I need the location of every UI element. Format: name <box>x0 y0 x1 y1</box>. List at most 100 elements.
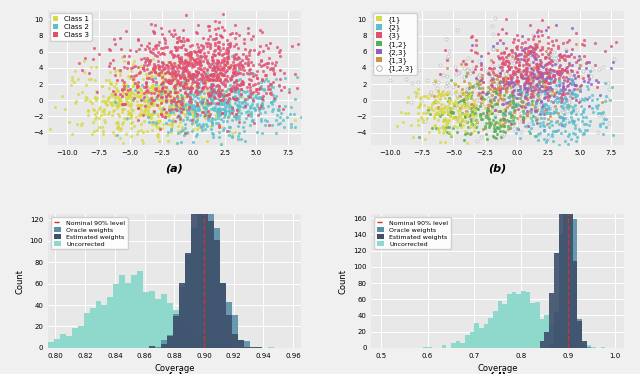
Point <box>169 61 179 67</box>
Point <box>147 97 157 103</box>
Point <box>220 76 230 82</box>
Point <box>103 97 113 103</box>
Point <box>467 58 477 64</box>
Point <box>180 67 190 73</box>
Bar <box>161 344 167 348</box>
Point <box>171 107 181 113</box>
Point <box>165 97 175 103</box>
Point <box>191 56 202 62</box>
Point <box>74 60 84 66</box>
Point <box>77 89 88 95</box>
Point <box>434 111 444 117</box>
Point <box>490 157 500 163</box>
Point <box>518 81 529 87</box>
Point <box>131 92 141 98</box>
Point <box>115 96 125 102</box>
Point <box>222 92 232 98</box>
Point <box>534 38 544 44</box>
Point <box>156 62 166 68</box>
Point <box>497 64 507 70</box>
Point <box>511 70 521 76</box>
Point <box>483 89 493 95</box>
Point <box>187 74 197 80</box>
Point <box>181 65 191 71</box>
Point <box>232 85 242 91</box>
Point <box>438 88 449 94</box>
Point <box>187 42 197 48</box>
Point <box>108 57 118 63</box>
Point <box>141 80 151 86</box>
Bar <box>591 347 596 348</box>
Point <box>210 47 220 53</box>
Point <box>534 120 545 126</box>
Point <box>106 80 116 86</box>
Point <box>452 95 463 101</box>
Point <box>484 79 495 85</box>
Point <box>173 98 183 104</box>
Point <box>185 91 195 97</box>
Point <box>543 55 554 61</box>
Point <box>570 82 580 88</box>
Point <box>213 58 223 64</box>
Point <box>106 91 116 97</box>
Point <box>497 60 507 66</box>
Bar <box>545 332 549 348</box>
Point <box>520 61 531 67</box>
Point <box>523 74 533 80</box>
Point <box>523 123 533 129</box>
Point <box>465 70 475 76</box>
Point <box>218 126 228 132</box>
Point <box>163 92 173 98</box>
Point <box>99 108 109 114</box>
Point <box>174 112 184 118</box>
Point <box>237 62 247 68</box>
Point <box>158 81 168 87</box>
Point <box>467 96 477 102</box>
Point <box>223 61 233 67</box>
Point <box>529 72 540 78</box>
Point <box>552 99 562 105</box>
Point <box>568 91 578 97</box>
Bar <box>238 340 244 348</box>
Point <box>164 93 175 99</box>
Point <box>262 86 273 92</box>
Point <box>565 71 575 77</box>
Point <box>463 80 474 86</box>
Point <box>154 102 164 108</box>
Point <box>559 91 569 96</box>
Point <box>304 92 314 98</box>
Point <box>86 64 96 70</box>
Point <box>254 49 264 55</box>
Point <box>471 64 481 70</box>
Point <box>544 74 554 80</box>
Point <box>246 109 256 115</box>
Point <box>207 83 217 89</box>
Point <box>555 114 565 120</box>
Point <box>181 12 191 18</box>
Point <box>207 119 217 125</box>
Point <box>230 89 241 95</box>
Point <box>183 60 193 66</box>
Point <box>611 39 621 45</box>
Point <box>202 123 212 129</box>
Bar <box>209 200 214 348</box>
Point <box>573 73 584 79</box>
Point <box>470 49 480 55</box>
Point <box>510 64 520 70</box>
Bar <box>167 303 173 348</box>
Point <box>258 48 268 54</box>
Point <box>183 80 193 86</box>
Point <box>136 42 146 48</box>
Point <box>151 45 161 51</box>
Point <box>545 113 555 119</box>
Point <box>468 117 478 123</box>
Bar <box>155 299 161 348</box>
Point <box>460 112 470 118</box>
Point <box>506 79 516 85</box>
Point <box>500 70 511 76</box>
Point <box>175 81 185 87</box>
Point <box>516 103 526 109</box>
Point <box>452 125 462 131</box>
Point <box>499 129 509 135</box>
Point <box>531 117 541 123</box>
